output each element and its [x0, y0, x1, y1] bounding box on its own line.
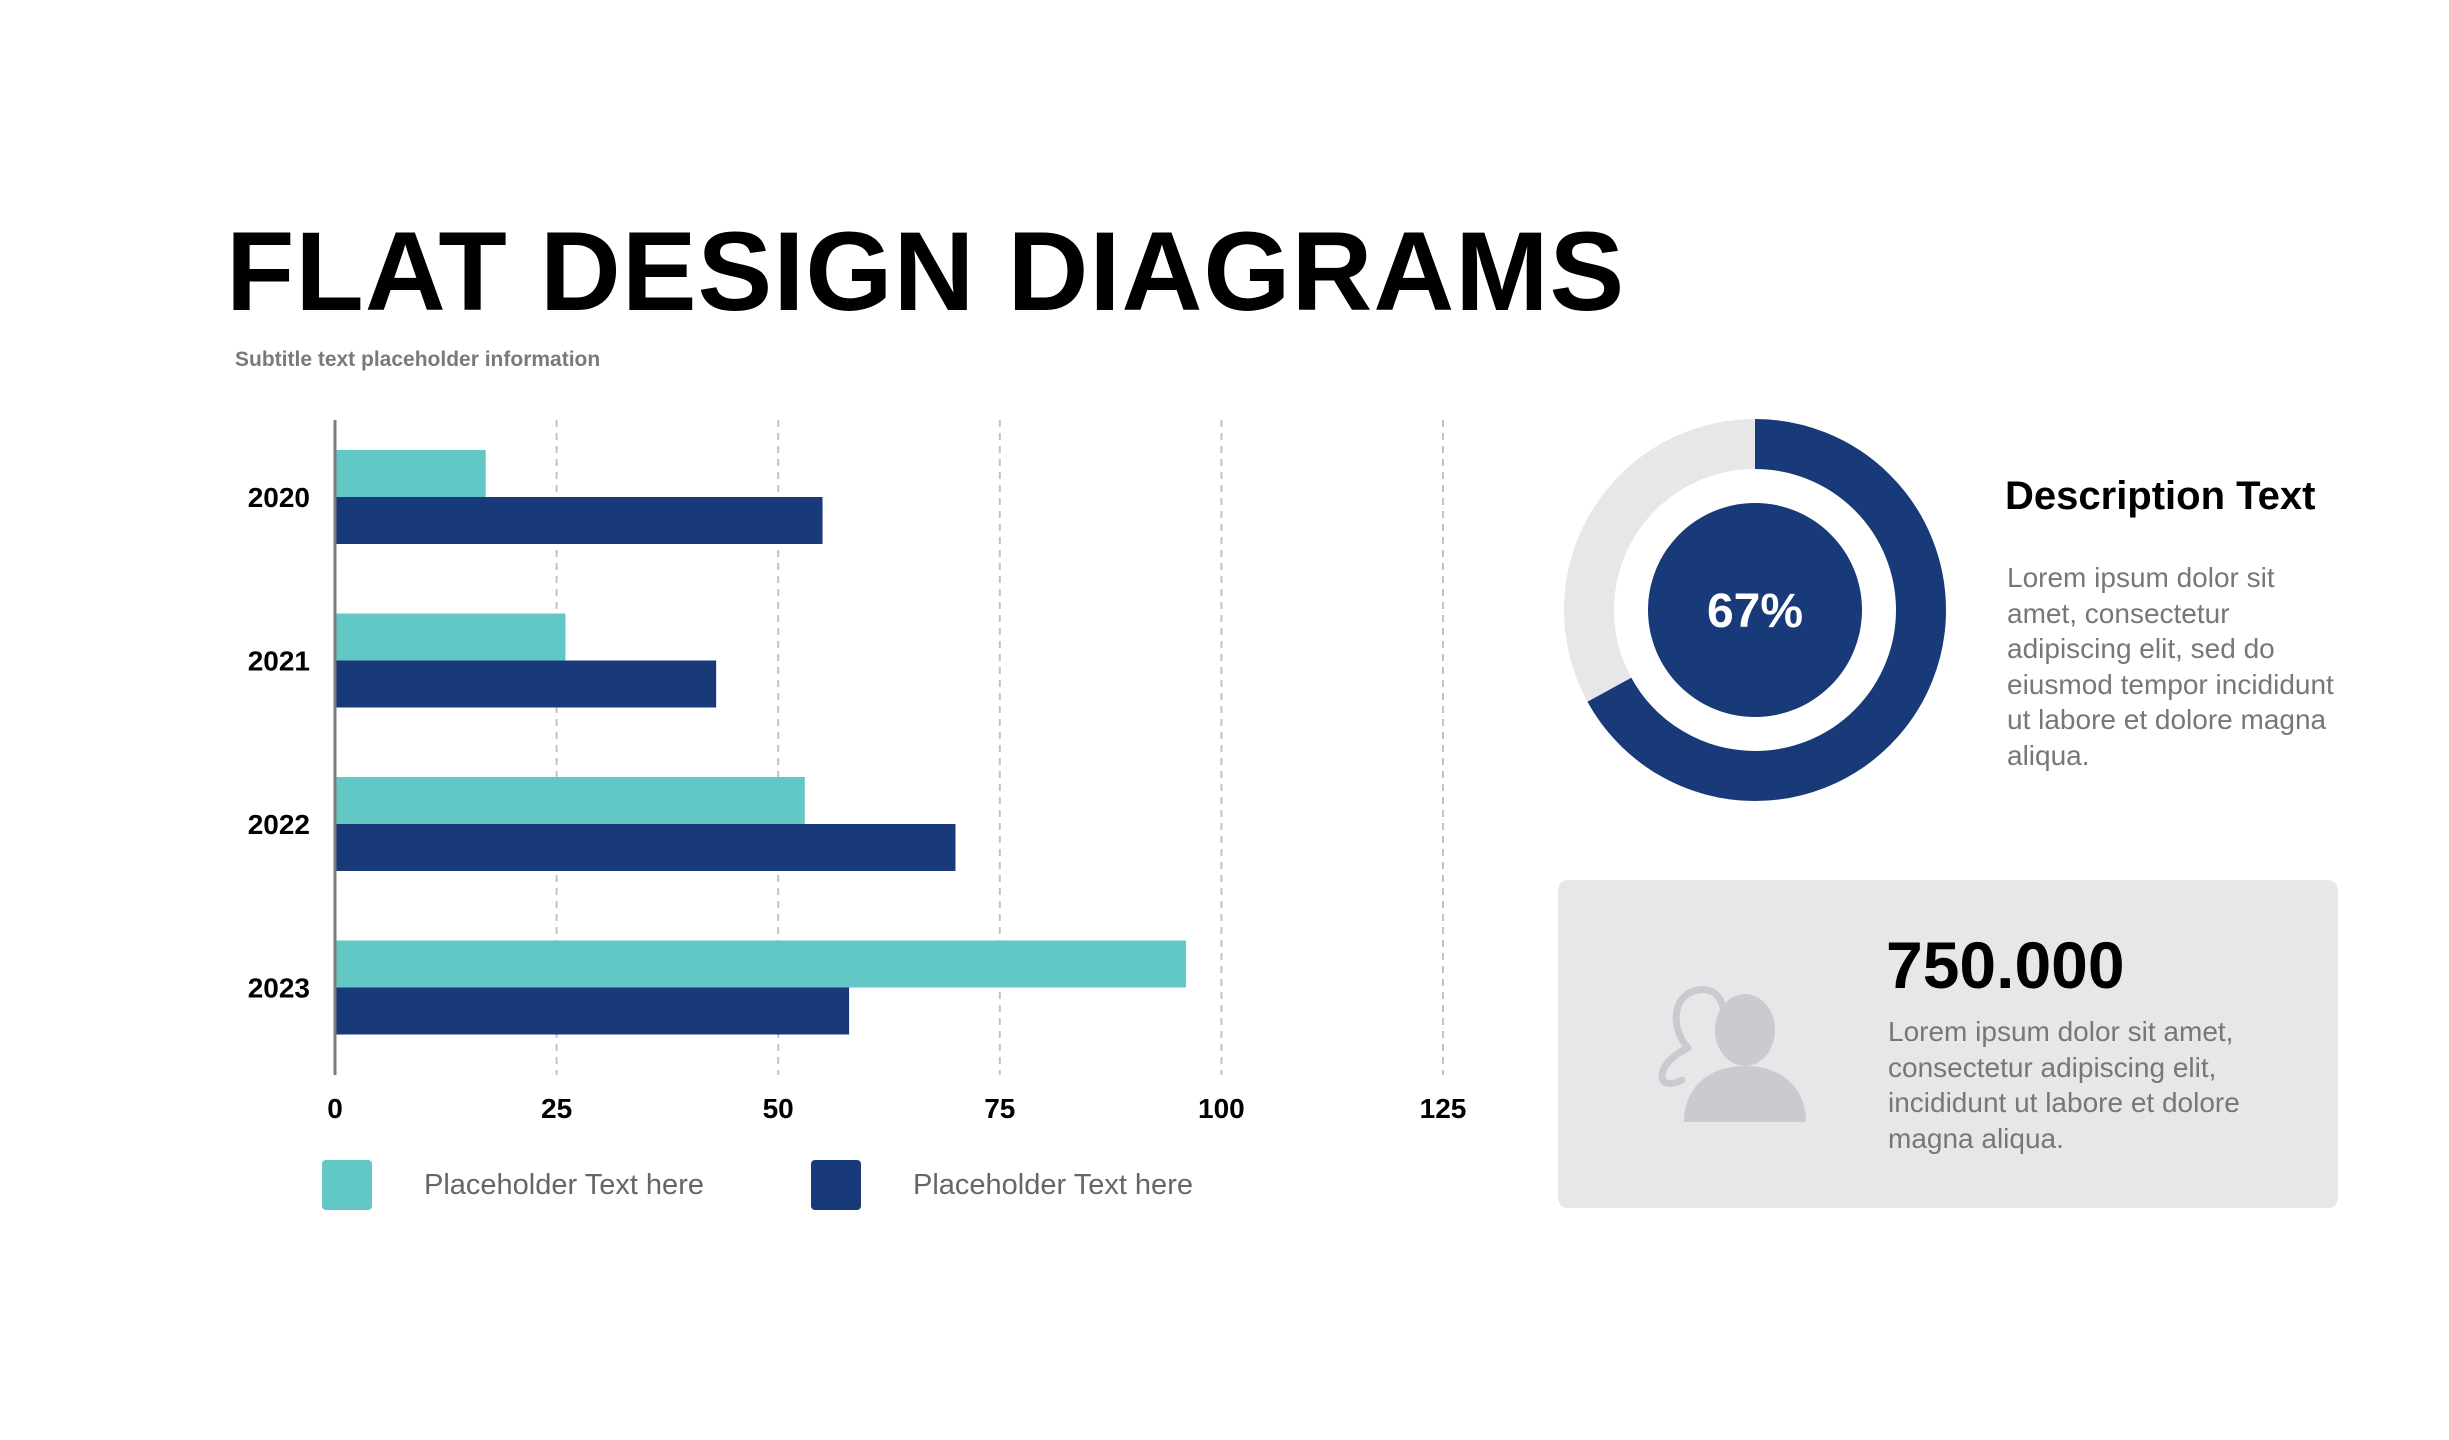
- donut-chart: 67%: [1564, 419, 1946, 801]
- page-subtitle: Subtitle text placeholder information: [235, 348, 601, 371]
- donut-center: [1648, 503, 1862, 717]
- page-title: FLAT DESIGN DIAGRAMS: [226, 209, 1626, 334]
- y-category-label: 2021: [248, 646, 310, 677]
- legend-label: Placeholder Text here: [424, 1168, 704, 1201]
- donut-percent-label: 67%: [1707, 585, 1803, 638]
- x-tick-label: 0: [327, 1093, 343, 1124]
- bar-2020-series-1: [335, 450, 486, 497]
- donut-progress-arc: [1564, 419, 1946, 801]
- legend-item-series-2: Placeholder Text here: [811, 1160, 1193, 1210]
- y-category-label: 2022: [248, 809, 310, 840]
- bar-2021-series-1: [335, 613, 566, 661]
- x-tick-label: 125: [1420, 1093, 1467, 1124]
- y-category-label: 2023: [248, 973, 310, 1004]
- user-icon: [1658, 986, 1806, 1122]
- stat-value: 750.000: [1886, 928, 2125, 1002]
- x-tick-label: 25: [541, 1093, 572, 1124]
- legend-swatch: [811, 1160, 861, 1210]
- stat-body: Lorem ipsum dolor sit amet, consectetur …: [1888, 1016, 2240, 1154]
- bar-2022-series-2: [335, 824, 956, 871]
- bar-2022-series-1: [335, 777, 805, 824]
- bar-2020-series-2: [335, 497, 823, 544]
- x-tick-label: 75: [984, 1093, 1015, 1124]
- x-tick-label: 100: [1198, 1093, 1245, 1124]
- legend-item-series-1: Placeholder Text here: [322, 1160, 704, 1210]
- x-tick-label: 50: [763, 1093, 794, 1124]
- y-category-label: 2020: [248, 482, 310, 513]
- bar-2023-series-1: [335, 940, 1186, 988]
- bar-2023-series-2: [335, 987, 850, 1035]
- bar-2021-series-2: [335, 660, 717, 708]
- description-body: Lorem ipsum dolor sit amet, consectetur …: [2007, 562, 2334, 771]
- bar-chart: 0 25 50 75 100 125 2020 2021 2022 2023: [248, 420, 1467, 1124]
- description-title: Description Text: [2005, 474, 2316, 518]
- stat-card: 750.000 Lorem ipsum dolor sit amet, cons…: [1558, 880, 2338, 1208]
- legend-swatch: [322, 1160, 372, 1210]
- legend-label: Placeholder Text here: [913, 1168, 1193, 1201]
